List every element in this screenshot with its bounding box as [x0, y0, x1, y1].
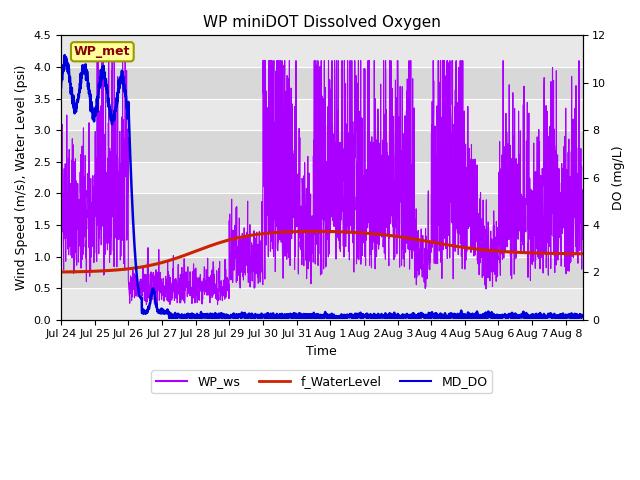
Bar: [61, 162, 582, 193]
Y-axis label: Wind Speed (m/s), Water Level (psi): Wind Speed (m/s), Water Level (psi): [15, 65, 28, 290]
Bar: [61, 193, 582, 225]
Bar: [61, 256, 582, 288]
Bar: [61, 288, 582, 320]
Bar: [61, 67, 582, 98]
Bar: [61, 36, 582, 67]
Text: WP_met: WP_met: [74, 45, 131, 58]
X-axis label: Time: Time: [307, 345, 337, 358]
Y-axis label: DO (mg/L): DO (mg/L): [612, 145, 625, 210]
Bar: [61, 130, 582, 162]
Legend: WP_ws, f_WaterLevel, MD_DO: WP_ws, f_WaterLevel, MD_DO: [151, 370, 492, 393]
Bar: [61, 225, 582, 256]
Bar: [61, 98, 582, 130]
Title: WP miniDOT Dissolved Oxygen: WP miniDOT Dissolved Oxygen: [203, 15, 441, 30]
